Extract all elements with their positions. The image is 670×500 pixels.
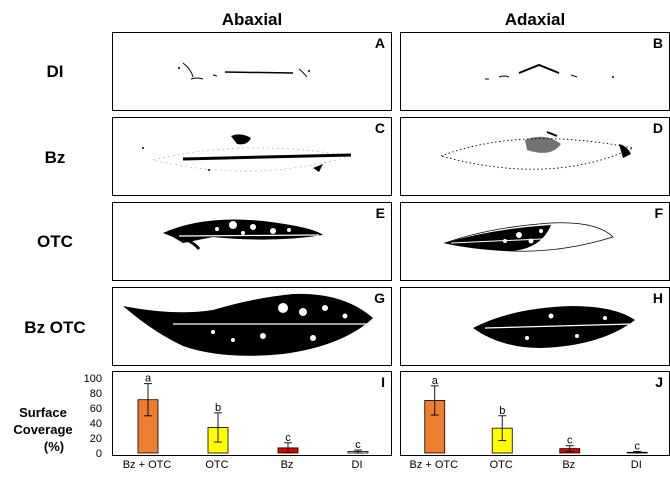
y-tick-0: 0 [95, 448, 102, 460]
bar-chart-panel-i: a b c c I [112, 371, 392, 456]
bar-chart-i: a b c c [137, 373, 369, 454]
leaf-image-h [473, 306, 635, 348]
panel-letter-j: J [655, 374, 663, 390]
y-axis-label-line-3: (%) [43, 439, 65, 454]
leaf-image-a [178, 62, 310, 80]
y-axis-label-line-2: Coverage [13, 422, 73, 437]
image-panel-f: F [400, 202, 670, 281]
image-panel-g: G [112, 287, 392, 366]
panel-letter-h: H [652, 290, 663, 306]
significance-letter-2: c [285, 432, 291, 444]
image-panel-d: D [400, 117, 670, 196]
leaf-image-c [142, 134, 352, 172]
bar-chart-j: a b c c [424, 375, 648, 454]
panel-letter-e: E [375, 205, 385, 221]
significance-letter-2: c [567, 435, 573, 447]
y-axis-label-line-1: Surface [19, 405, 67, 420]
panel-letter-c: C [374, 120, 385, 136]
y-tick-80: 80 [89, 388, 102, 400]
row-label-di: DI [46, 62, 64, 81]
leaf-image-b [485, 63, 614, 80]
x-tick-label: DI [630, 459, 642, 471]
significance-letter-3: c [635, 441, 641, 453]
significance-letter-1: b [499, 405, 505, 417]
y-axis-label: Surface Coverage (%) [0, 404, 86, 455]
significance-letter-0: a [145, 373, 152, 385]
y-tick-60: 60 [89, 403, 102, 415]
row-label-otc: OTC [37, 232, 73, 251]
row-label-bz: Bz [44, 148, 66, 167]
x-tick-label: OTC [205, 459, 229, 471]
significance-letter-3: c [355, 439, 361, 451]
image-panel-a: A [112, 32, 392, 111]
panel-letter-b: B [652, 35, 663, 51]
y-tick-40: 40 [89, 418, 102, 430]
x-tick-label: Bz [280, 459, 294, 471]
panel-letter-d: D [652, 120, 663, 136]
significance-letter-1: b [215, 402, 221, 414]
row-label-bz-otc: Bz OTC [24, 318, 86, 337]
leaf-image-g [123, 293, 373, 356]
image-panel-c: C [112, 117, 392, 196]
image-panel-h: H [400, 287, 670, 366]
significance-letter-0: a [432, 375, 439, 387]
panel-letter-i: I [381, 374, 385, 390]
leaf-image-e [163, 219, 323, 250]
x-tick-label: Bz [562, 459, 576, 471]
x-tick-label: OTC [489, 459, 513, 471]
image-panel-e: E [112, 202, 392, 281]
bar-chart-panel-j: a b c c J [400, 371, 670, 456]
column-title-abaxial: Abaxial [221, 10, 283, 29]
leaf-image-d [439, 131, 635, 170]
y-tick-20: 20 [89, 433, 102, 445]
y-tick-100: 100 [83, 373, 102, 385]
panel-letter-g: G [374, 290, 385, 306]
panel-letter-f: F [654, 205, 663, 221]
panel-letter-a: A [374, 35, 385, 51]
x-tick-label: Bz + OTC [409, 459, 459, 471]
x-tick-label: DI [351, 459, 363, 471]
image-panel-b: B [400, 32, 670, 111]
leaf-image-f [443, 222, 614, 252]
x-tick-label: Bz + OTC [122, 459, 172, 471]
column-title-adaxial: Adaxial [504, 10, 566, 29]
